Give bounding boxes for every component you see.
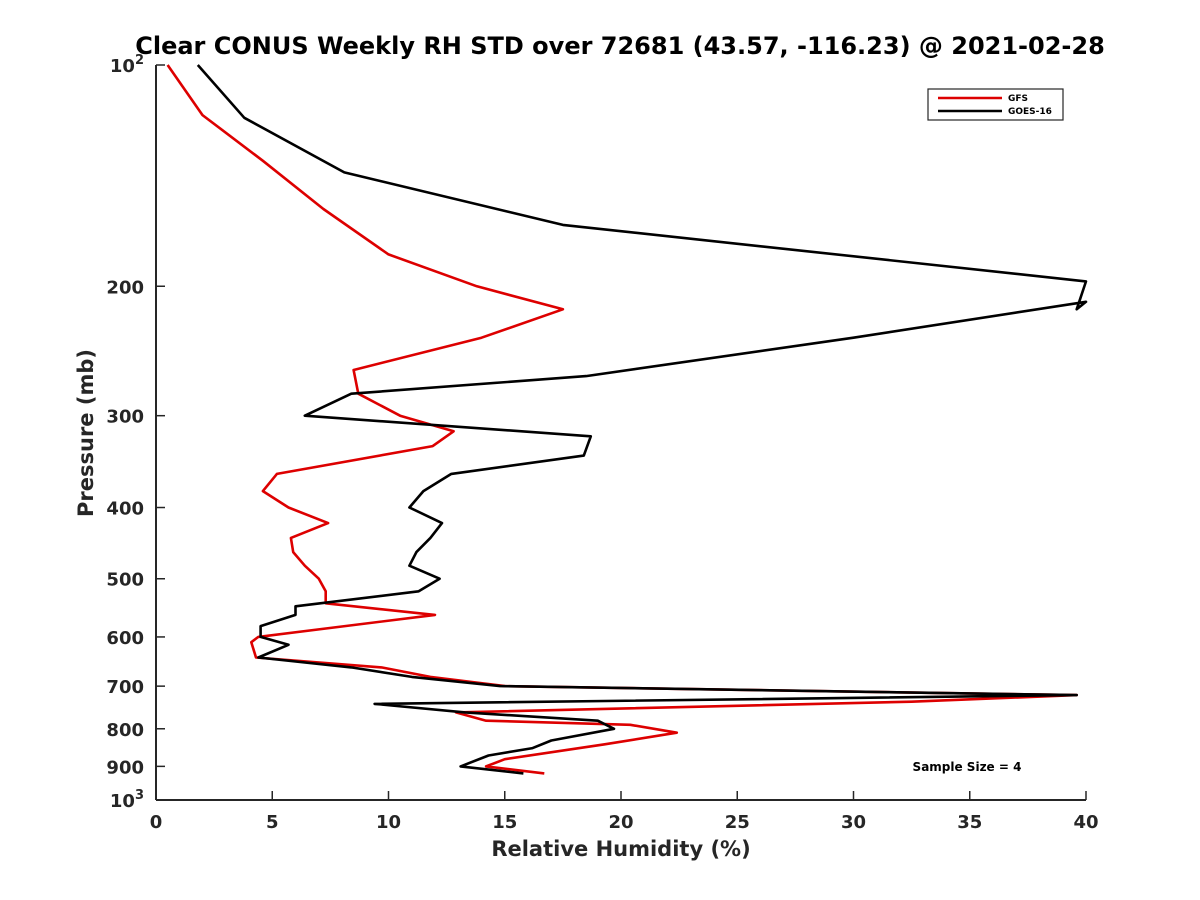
series-line-gfs xyxy=(166,64,1078,775)
x-tick-label: 30 xyxy=(841,812,866,833)
x-tick-label: 25 xyxy=(725,812,750,833)
y-tick-label: 300 xyxy=(106,407,144,428)
series-layer xyxy=(166,64,1088,775)
x-axis-label: Relative Humidity (%) xyxy=(491,837,750,861)
x-tick-label: 5 xyxy=(266,812,279,833)
x-tick-label: 10 xyxy=(376,812,401,833)
y-tick-label: 500 xyxy=(106,570,144,591)
sample-size-annotation: Sample Size = 4 xyxy=(913,760,1022,774)
y-tick-exponent: 2 xyxy=(135,53,144,68)
legend-box xyxy=(927,88,1064,121)
x-tick-label: 40 xyxy=(1073,812,1098,833)
x-tick-label: 15 xyxy=(492,812,517,833)
legend-label: GFS xyxy=(1008,94,1028,104)
y-axis-label: Pressure (mb) xyxy=(74,349,98,517)
y-tick-label: 400 xyxy=(106,499,144,520)
x-tick-label: 20 xyxy=(608,812,633,833)
series-line-goes-16 xyxy=(196,64,1088,775)
y-tick-label: 102 xyxy=(110,53,144,77)
y-tick-exponent: 3 xyxy=(135,788,144,803)
x-ticks: 0 5 10 15 20 25 30 35 40 xyxy=(150,791,1099,833)
x-tick-label: 35 xyxy=(957,812,982,833)
y-tick-label: 900 xyxy=(106,757,144,778)
y-tick-label: 600 xyxy=(106,628,144,649)
legend: GFS GOES-16 xyxy=(927,88,1064,121)
y-tick-base: 10 xyxy=(110,791,135,812)
y-tick-base: 10 xyxy=(110,56,135,77)
y-tick-label: 200 xyxy=(106,277,144,298)
legend-label: GOES-16 xyxy=(1008,107,1052,117)
chart-title: Clear CONUS Weekly RH STD over 72681 (43… xyxy=(135,32,1105,60)
y-tick-label: 800 xyxy=(106,720,144,741)
y-tick-label: 103 xyxy=(110,788,144,812)
plot-area xyxy=(155,65,1086,801)
x-tick-label: 0 xyxy=(150,812,163,833)
y-tick-label: 700 xyxy=(106,677,144,698)
